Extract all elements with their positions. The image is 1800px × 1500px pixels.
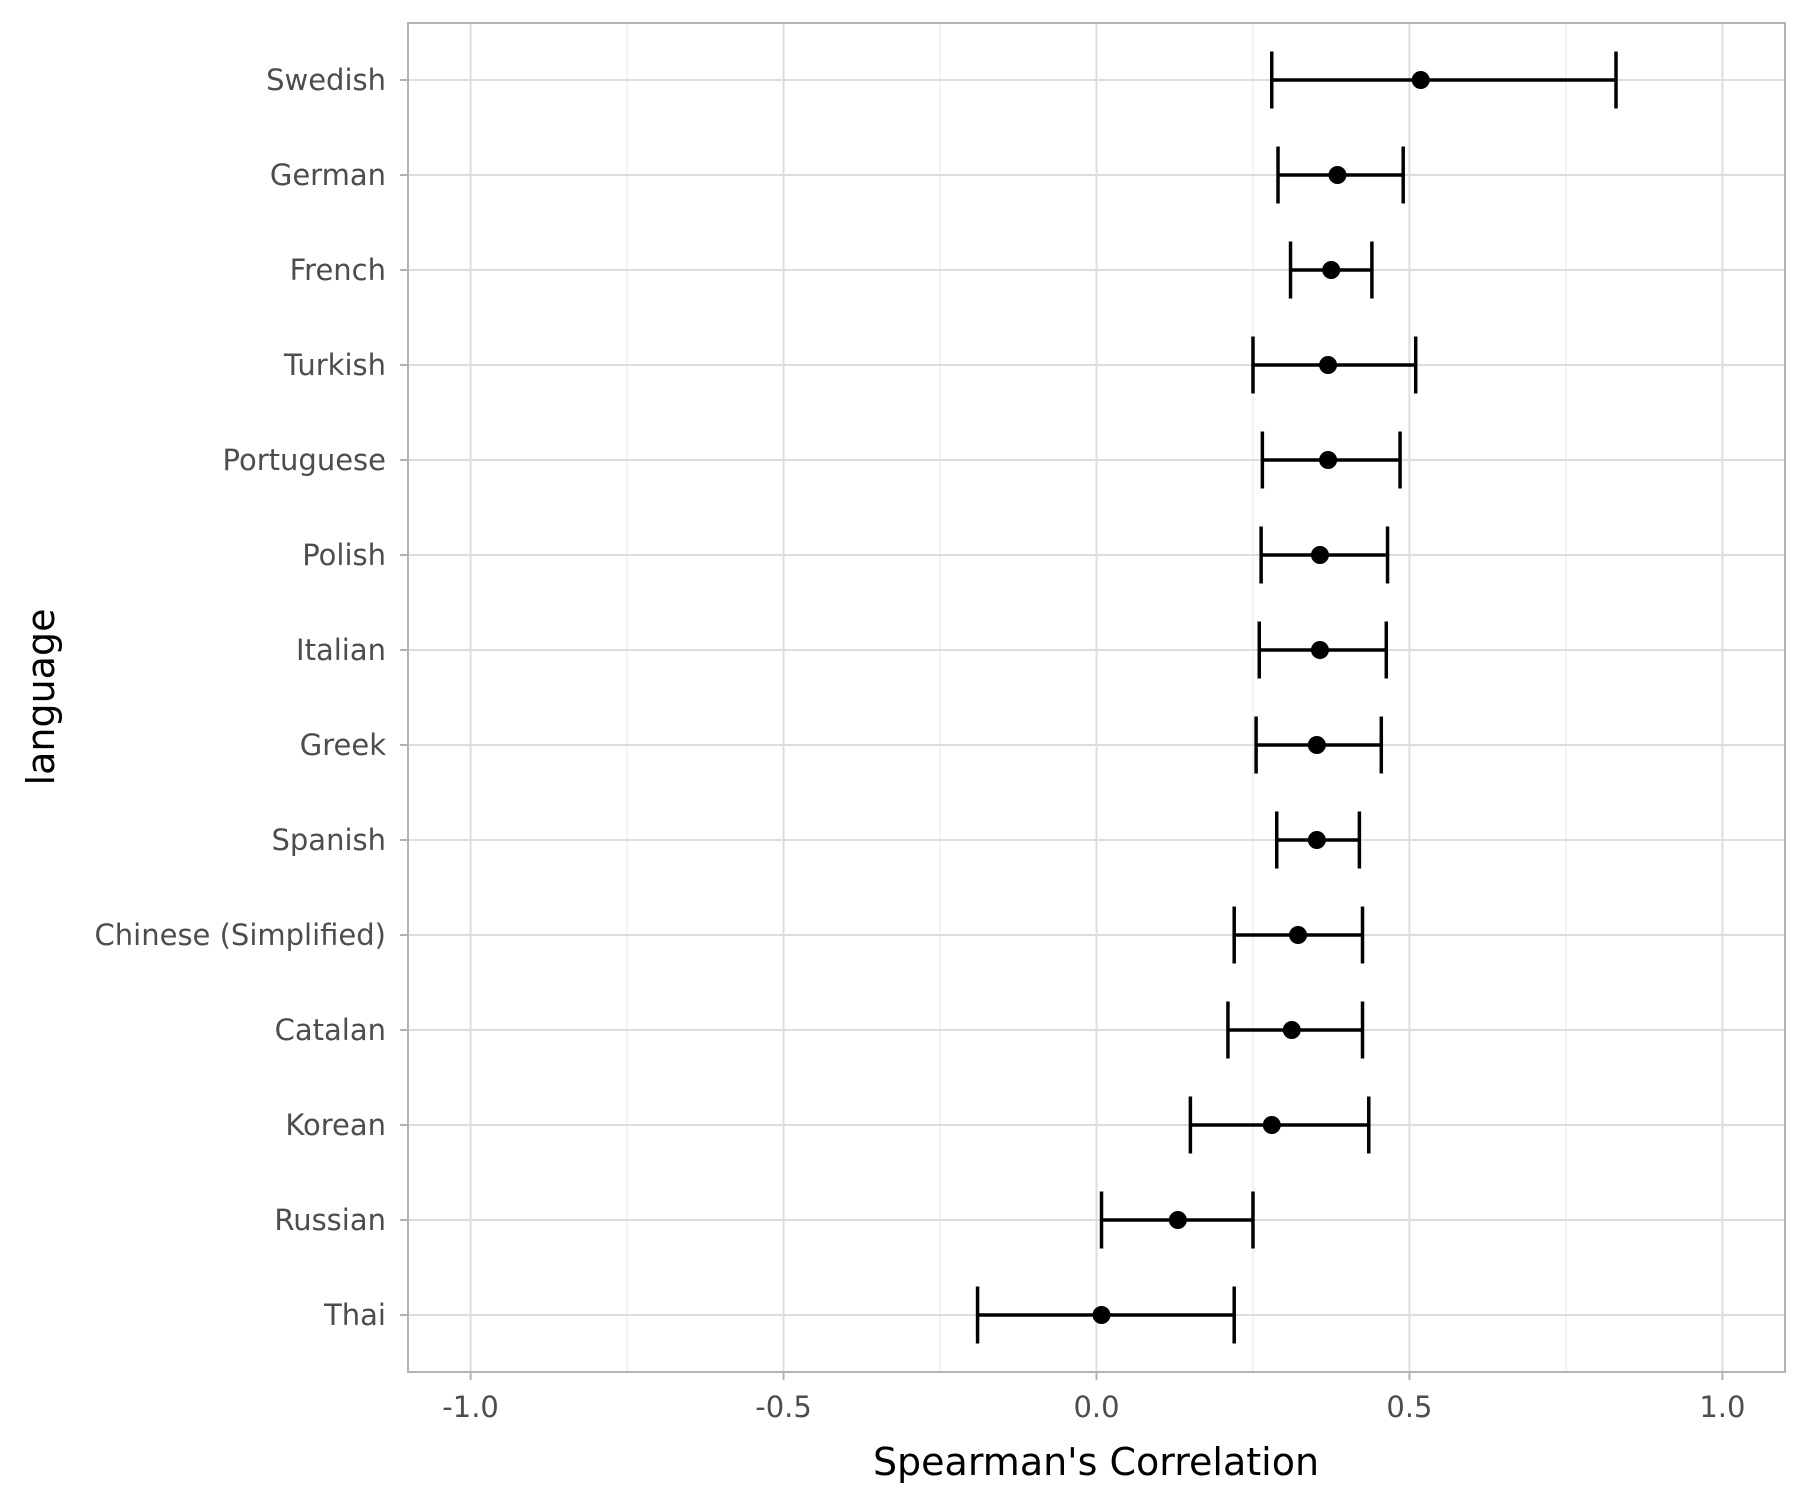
y-tick-label: Greek — [300, 728, 386, 762]
error-bar — [1270, 51, 1618, 109]
estimate-point — [1319, 451, 1338, 469]
y-tick-label: Spanish — [271, 823, 386, 857]
estimate-point — [1307, 831, 1326, 849]
x-tick-label: 0.5 — [1386, 1390, 1432, 1424]
estimate-point — [1310, 641, 1329, 659]
estimate-points — [1092, 71, 1430, 1324]
estimate-point — [1262, 1116, 1281, 1134]
estimate-point — [1411, 71, 1430, 89]
x-tick-label: 1.0 — [1699, 1390, 1745, 1424]
y-tick-label: Polish — [302, 538, 386, 572]
y-tick-label: Thai — [323, 1298, 386, 1332]
y-tick-label: Turkish — [283, 348, 386, 382]
y-tick-label: Chinese (Simplified) — [95, 918, 386, 952]
y-tick-label: Catalan — [275, 1013, 386, 1047]
x-tick-label: 0.0 — [1073, 1390, 1119, 1424]
estimate-point — [1307, 736, 1326, 754]
y-tick-label: Korean — [285, 1108, 386, 1142]
estimate-point — [1319, 356, 1338, 374]
estimate-point — [1328, 166, 1347, 184]
y-tick-label: Portuguese — [223, 443, 386, 477]
y-tick-label: Russian — [274, 1203, 386, 1237]
estimate-point — [1282, 1021, 1301, 1039]
x-axis-ticks: -1.0 -0.5 0.0 0.5 1.0 — [442, 1372, 1745, 1424]
x-tick-label: -1.0 — [442, 1390, 499, 1424]
y-tick-label: German — [270, 158, 386, 192]
estimate-point — [1289, 926, 1308, 944]
estimate-point — [1322, 261, 1341, 279]
y-axis-title: language — [19, 609, 63, 786]
error-bars — [975, 51, 1618, 1344]
estimate-point — [1168, 1211, 1187, 1229]
x-axis-title: Spearman's Correlation — [873, 1440, 1319, 1484]
y-axis-ticks: Swedish German French Turkish Portuguese Poli… — [95, 63, 408, 1332]
y-tick-label: Swedish — [266, 63, 386, 97]
x-tick-label: -0.5 — [755, 1390, 812, 1424]
y-tick-label: Italian — [296, 633, 386, 667]
estimate-point — [1092, 1306, 1111, 1324]
grid-lines — [408, 23, 1785, 1372]
y-tick-label: French — [290, 253, 386, 287]
estimate-point — [1310, 546, 1329, 564]
